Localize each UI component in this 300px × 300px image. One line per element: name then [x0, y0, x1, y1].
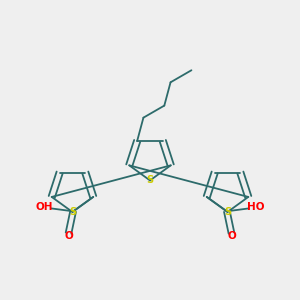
Text: S: S: [224, 207, 231, 217]
Text: S: S: [146, 176, 154, 185]
Text: OH: OH: [35, 202, 52, 212]
Text: O: O: [227, 231, 236, 241]
Text: HO: HO: [248, 202, 265, 212]
Text: S: S: [69, 207, 76, 217]
Text: O: O: [64, 231, 73, 241]
